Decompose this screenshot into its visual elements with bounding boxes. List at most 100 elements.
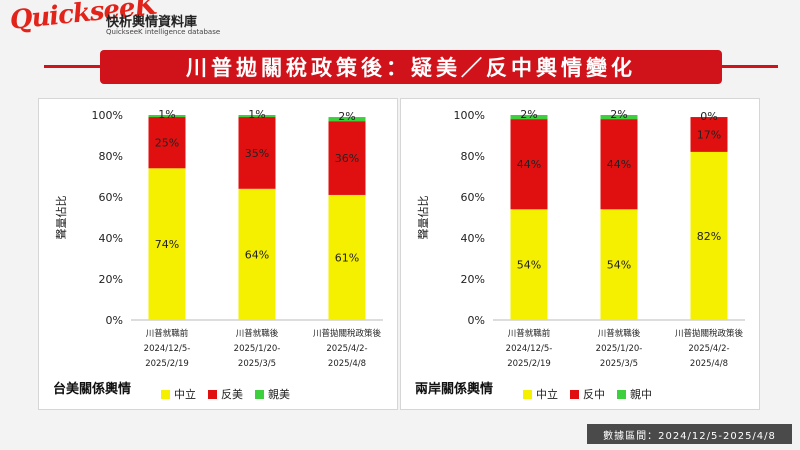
x-tick-label: 川普就職前 [508, 328, 551, 339]
bar-segment [148, 115, 186, 118]
chart-caption: 兩岸關係輿情 [415, 382, 494, 397]
legend-item: 中立 [523, 386, 558, 402]
legend-label: 反中 [583, 388, 605, 401]
bar-segment [510, 209, 548, 320]
data-label: 82% [697, 230, 721, 243]
data-label: 0% [700, 110, 717, 123]
legend-swatch-positive [617, 389, 626, 399]
legend-item: 反中 [570, 386, 605, 402]
bar-segment [510, 115, 548, 120]
data-label: 54% [607, 259, 631, 272]
bar-segment [600, 119, 638, 210]
chart-legend: 中立 反中 親中 [523, 386, 652, 402]
legend-swatch-negative [208, 389, 217, 399]
title-background [100, 50, 722, 84]
data-label: 2% [520, 108, 537, 121]
legend-label: 中立 [174, 388, 196, 401]
bar-segment [690, 151, 728, 320]
bar-segment [690, 117, 728, 152]
data-label: 1% [158, 108, 175, 121]
y-tick-label: 20% [461, 273, 485, 286]
legend-item: 親中 [617, 386, 652, 402]
chart-svg-cross-strait: 聲量佔比 0% 20% 40% 60% 80% 100% 54% 44% 2% 川普就職前 2024/… [416, 108, 745, 369]
y-tick-label: 60% [99, 191, 123, 204]
y-tick-label: 100% [454, 109, 485, 122]
bar-segment [148, 117, 186, 169]
x-tick-label: 川普就職前 [146, 328, 189, 339]
y-tick-label: 40% [461, 232, 485, 245]
data-label: 25% [155, 137, 179, 150]
bar-segment [600, 209, 638, 320]
title-decor-line [658, 65, 778, 68]
bar-segment [600, 115, 638, 120]
bar-segment [238, 115, 276, 118]
brand-name-en: QuickseeK intelligence database [106, 28, 221, 36]
page-title: 川普拋關稅政策後：疑美／反中輿情變化 [186, 56, 636, 80]
date-range-footer: 數據區間：2024/12/5-2025/4/8 [587, 424, 792, 444]
legend-label: 反美 [221, 388, 243, 401]
data-label: 44% [607, 158, 631, 171]
legend-item: 親美 [255, 386, 290, 402]
legend-swatch-neutral [161, 389, 170, 399]
bar-segment [328, 121, 366, 195]
y-tick-label: 40% [99, 232, 123, 245]
title-decor-line [44, 65, 164, 68]
x-tick-label: 2025/4/2- [688, 344, 729, 354]
x-tick-label: 2025/3/5 [600, 359, 638, 369]
x-tick-label: 2025/1/20- [596, 344, 643, 354]
legend-swatch-neutral [523, 389, 532, 399]
bar-segment [148, 168, 186, 320]
title-banner: 川普拋關稅政策後：疑美／反中輿情變化 [44, 50, 778, 84]
y-tick-label: 0% [106, 314, 123, 327]
y-axis-label: 聲量佔比 [416, 196, 430, 240]
y-tick-label: 80% [461, 150, 485, 163]
x-tick-label: 川普就職後 [236, 328, 279, 339]
y-tick-label: 80% [99, 150, 123, 163]
data-label: 1% [248, 108, 265, 121]
bar-segment [238, 188, 276, 320]
x-tick-label: 川普拋關稅政策後 [313, 328, 382, 339]
x-tick-label: 2024/12/5- [144, 344, 191, 354]
x-tick-label: 2024/12/5- [506, 344, 553, 354]
bar-segment [328, 117, 366, 122]
data-label: 64% [245, 248, 269, 261]
legend-item: 反美 [208, 386, 243, 402]
bar-segment [510, 119, 548, 210]
data-label: 36% [335, 152, 359, 165]
legend-label: 親美 [268, 388, 290, 401]
x-tick-label: 2025/2/19 [145, 359, 189, 369]
data-label: 74% [155, 238, 179, 251]
legend-swatch-positive [255, 389, 264, 399]
legend-label: 中立 [536, 388, 558, 401]
data-label: 2% [610, 108, 627, 121]
data-label: 2% [338, 110, 355, 123]
bar-segment [238, 117, 276, 189]
y-tick-label: 0% [468, 314, 485, 327]
data-label: 61% [335, 251, 359, 264]
y-axis-label: 聲量佔比 [54, 196, 68, 240]
legend-label: 親中 [630, 388, 652, 401]
data-label: 44% [517, 158, 541, 171]
chart-legend: 中立 反美 親美 [161, 386, 290, 402]
legend-item: 中立 [161, 386, 196, 402]
y-tick-label: 100% [92, 109, 123, 122]
brand-logo: QuickseeK 快析輿情資料庫 QuickseeK intelligence… [8, 0, 220, 42]
data-label: 35% [245, 147, 269, 160]
x-tick-label: 2025/1/20- [234, 344, 281, 354]
x-tick-label: 2025/3/5 [238, 359, 276, 369]
bar-segment [328, 194, 366, 320]
y-tick-label: 60% [461, 191, 485, 204]
x-tick-label: 川普拋關稅政策後 [675, 328, 744, 339]
chart-caption: 台美關係輿情 [53, 382, 132, 397]
chart-panel-taiwan-us: 聲量佔比 0% 20% 40% 60% 80% 100% 74% 25% 1% 川普就職前 2024/… [38, 98, 398, 410]
legend-swatch-negative [570, 389, 579, 399]
x-tick-label: 2025/2/19 [507, 359, 551, 369]
x-tick-label: 川普就職後 [598, 328, 641, 339]
chart-svg-taiwan-us: 聲量佔比 0% 20% 40% 60% 80% 100% 74% 25% 1% 川普就職前 2024/… [54, 108, 383, 369]
brand-name-cn: 快析輿情資料庫 [106, 15, 198, 30]
x-tick-label: 2025/4/8 [690, 359, 728, 369]
data-label: 17% [697, 128, 721, 141]
data-label: 54% [517, 259, 541, 272]
chart-panel-cross-strait: 聲量佔比 0% 20% 40% 60% 80% 100% 54% 44% 2% 川普就職前 2024/… [400, 98, 760, 410]
y-tick-label: 20% [99, 273, 123, 286]
